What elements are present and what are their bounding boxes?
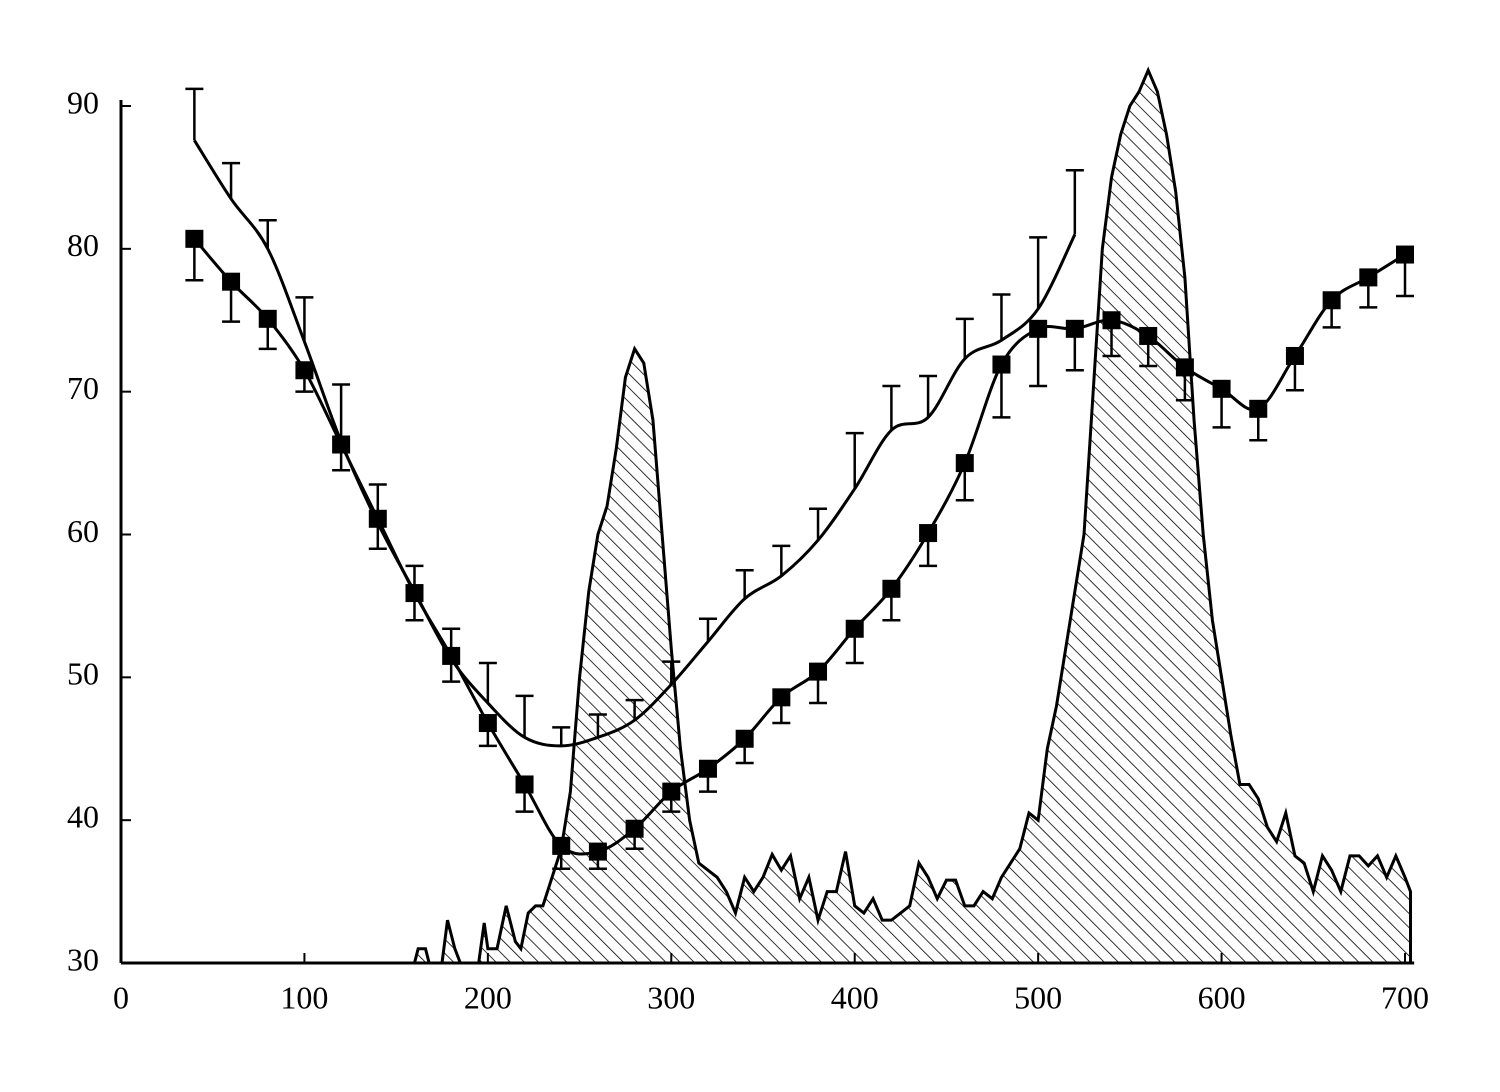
marker <box>735 729 754 748</box>
marker <box>185 229 204 248</box>
marker <box>955 454 974 473</box>
marker <box>992 355 1011 374</box>
marker <box>882 579 901 598</box>
marker <box>222 272 241 291</box>
x-tick-label: 0 <box>113 979 129 1015</box>
marker <box>552 836 571 855</box>
marker <box>1249 399 1268 418</box>
marker <box>1102 311 1121 330</box>
line <box>193 139 1077 748</box>
x-tick-label: 400 <box>831 979 879 1015</box>
marker <box>295 361 314 380</box>
marker <box>845 619 864 638</box>
marker <box>1139 326 1158 345</box>
marker <box>919 524 938 543</box>
y-tick-label: 90 <box>67 84 99 120</box>
area <box>412 66 1412 965</box>
y-tick-label: 60 <box>67 513 99 549</box>
marker <box>625 819 644 838</box>
x-tick-label: 200 <box>464 979 512 1015</box>
marker <box>1359 268 1378 287</box>
x-tick-label: 700 <box>1381 979 1429 1015</box>
marker <box>515 775 534 794</box>
y-tick-label: 50 <box>67 656 99 692</box>
marker <box>1175 358 1194 377</box>
x-tick-label: 100 <box>280 979 328 1015</box>
marker <box>809 662 828 681</box>
marker <box>1065 319 1084 338</box>
y-tick-label: 80 <box>67 227 99 263</box>
marker <box>1322 291 1341 310</box>
marker <box>588 842 607 861</box>
y-tick-label: 70 <box>67 370 99 406</box>
x-tick-label: 600 <box>1198 979 1246 1015</box>
marker <box>698 759 717 778</box>
y-tick-label: 30 <box>67 941 99 977</box>
marker <box>1396 245 1414 264</box>
marker <box>1285 346 1304 365</box>
marker <box>662 782 681 801</box>
marker <box>478 714 497 733</box>
marker <box>258 309 277 328</box>
x-tick-label: 500 <box>1014 979 1062 1015</box>
x-tick-label: 300 <box>647 979 695 1015</box>
marker <box>772 688 791 707</box>
marker <box>1029 319 1048 338</box>
marker <box>1212 379 1231 398</box>
y-tick-label: 40 <box>67 799 99 835</box>
